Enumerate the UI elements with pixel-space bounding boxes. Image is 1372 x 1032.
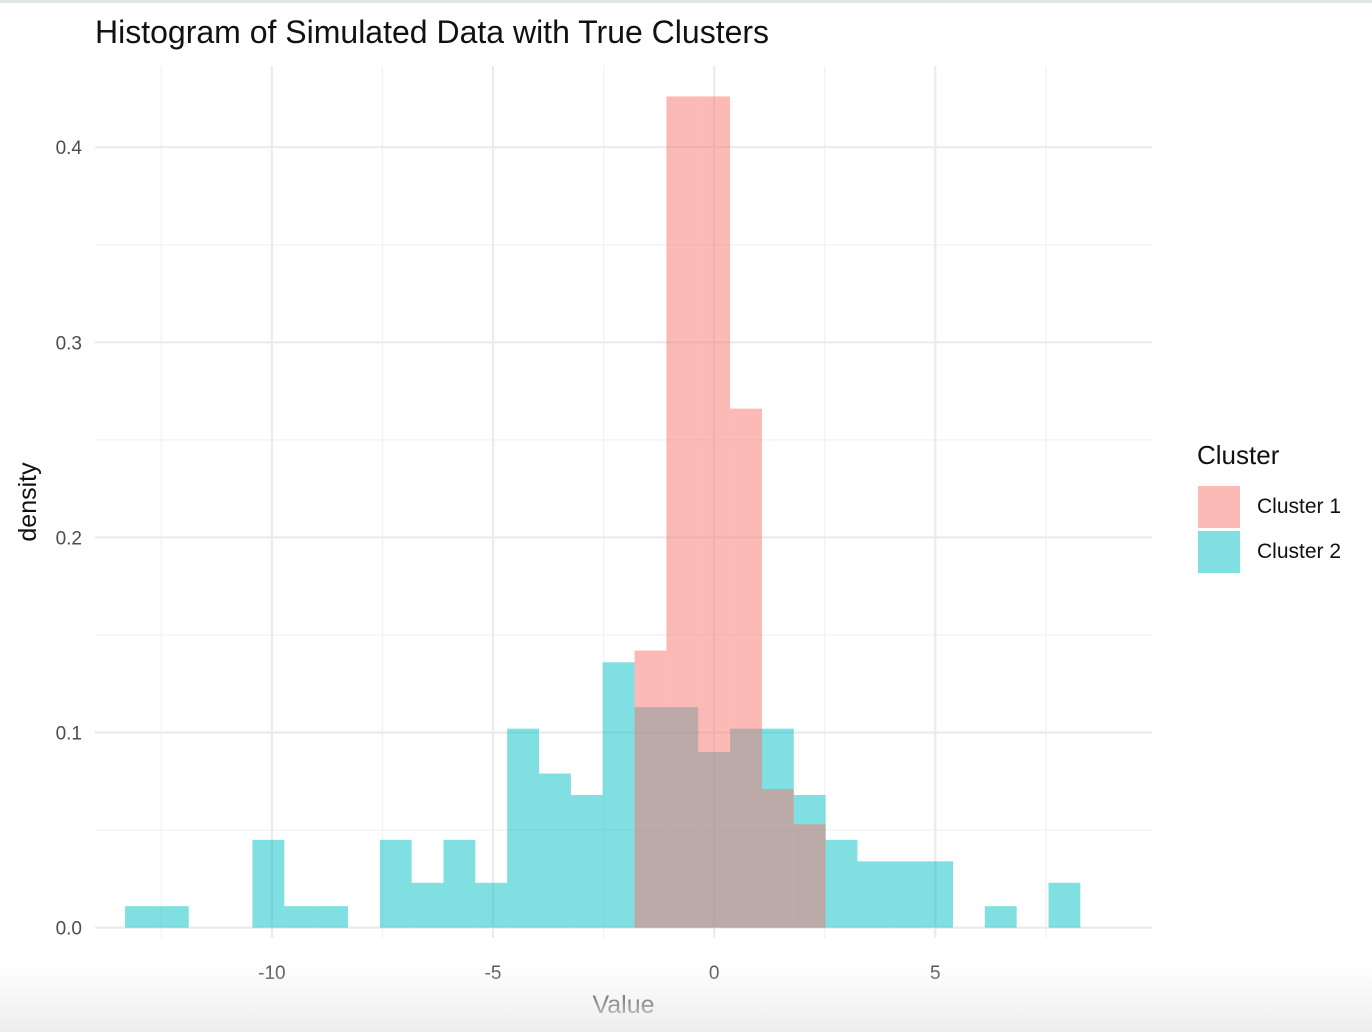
y-tick-label: 0.3 <box>56 333 82 354</box>
legend-title: Cluster <box>1197 440 1280 470</box>
cluster-2-bar <box>1048 882 1081 928</box>
cluster-2-bars <box>125 662 1081 928</box>
cluster-2-bar <box>570 794 603 928</box>
cluster-2-bar <box>156 906 189 928</box>
top-border-line <box>0 0 1372 3</box>
cluster-2-bar <box>252 839 285 928</box>
cluster-2-bar <box>379 839 412 928</box>
cluster-2-bar <box>284 906 317 928</box>
cluster-2-bar <box>443 839 476 928</box>
cluster-2-bar <box>889 861 922 928</box>
legend-swatch-cluster-2 <box>1198 531 1240 573</box>
y-tick-label: 0.0 <box>56 919 82 940</box>
y-tick-labels: 0.0 0.1 0.2 0.3 0.4 <box>56 138 83 939</box>
legend-label-cluster-2: Cluster 2 <box>1257 540 1342 563</box>
cluster-1-bar <box>761 789 794 928</box>
x-tick-label: -5 <box>485 963 502 984</box>
x-tick-label: -10 <box>258 963 285 984</box>
cluster-1-bar <box>634 650 667 928</box>
cluster-2-bar <box>507 728 540 928</box>
cluster-2-bar <box>475 882 508 928</box>
cluster-2-bar <box>602 662 635 928</box>
y-axis-title: density <box>14 462 42 542</box>
x-axis-title: Value <box>592 991 654 1019</box>
x-tick-label: 0 <box>709 963 720 984</box>
x-tick-label: 5 <box>930 963 941 984</box>
cluster-1-bar <box>666 96 699 928</box>
legend-item-cluster-2: Cluster 2 <box>1198 531 1368 573</box>
cluster-2-bar <box>825 839 858 928</box>
chart-title: Histogram of Simulated Data with True Cl… <box>95 14 770 50</box>
y-tick-label: 0.2 <box>56 528 82 549</box>
cluster-2-bar <box>984 906 1017 928</box>
y-tick-label: 0.1 <box>56 724 82 745</box>
cluster-1-bar <box>730 408 762 928</box>
legend-swatch-cluster-1 <box>1198 486 1240 528</box>
legend-item-cluster-1: Cluster 1 <box>1198 486 1368 528</box>
cluster-2-bar <box>539 773 571 928</box>
cluster-2-bar <box>316 906 348 928</box>
cluster-2-bar <box>125 906 157 928</box>
cluster-1-bars <box>634 96 826 928</box>
cluster-2-bar <box>921 861 953 928</box>
cluster-2-bar <box>857 861 890 928</box>
cluster-1-bar <box>698 96 731 928</box>
legend-label-cluster-1: Cluster 1 <box>1257 495 1342 518</box>
x-tick-labels: -10 -5 0 5 <box>258 963 940 984</box>
cluster-1-bar <box>793 824 826 928</box>
cluster-2-bar <box>411 882 444 928</box>
y-tick-label: 0.4 <box>56 138 83 159</box>
